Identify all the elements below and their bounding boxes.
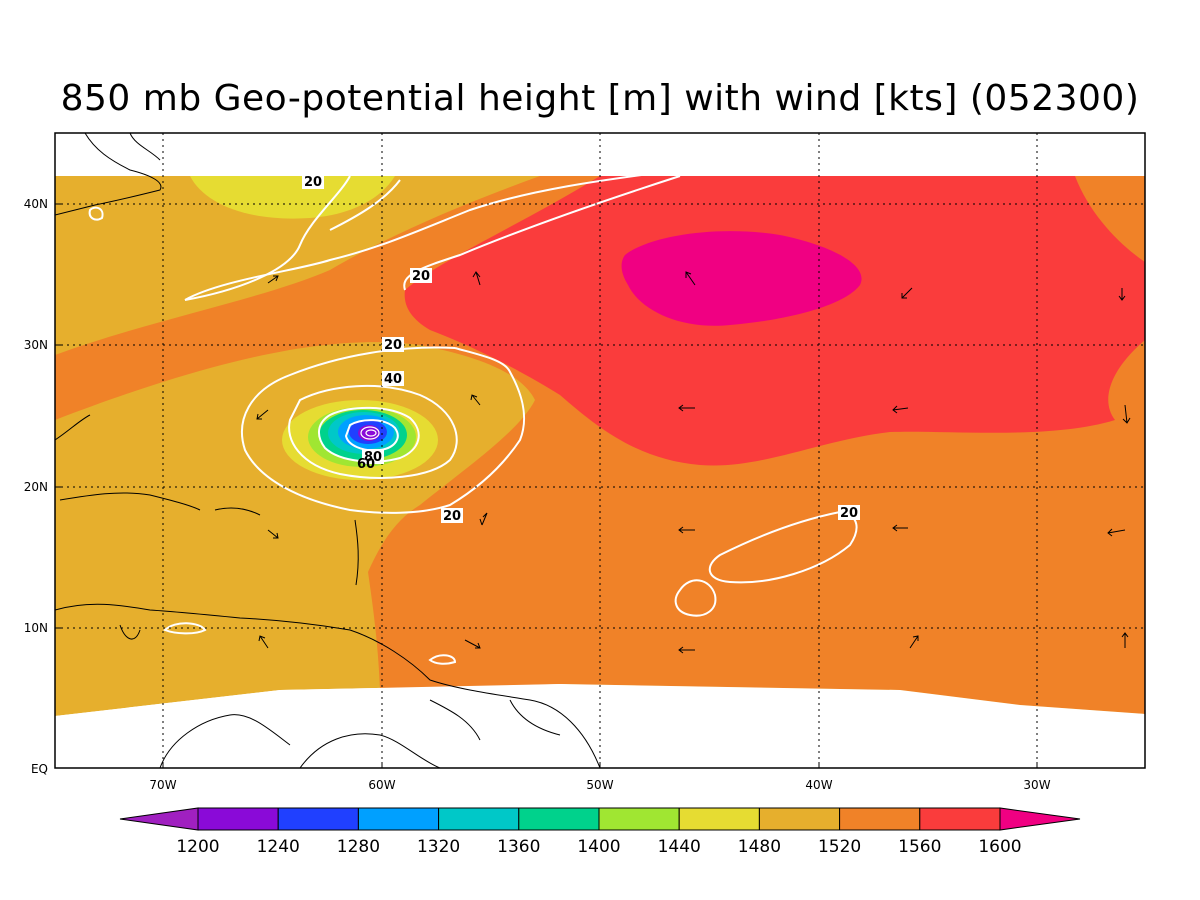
colorbar-swatch: [758, 807, 841, 831]
contour-label: 80: [364, 450, 382, 465]
lon-tick-label: 40W: [805, 778, 832, 792]
colorbar-swatch: [438, 807, 520, 831]
colorbar-level-label: 1360: [497, 837, 540, 857]
colorbar-level-label: 1560: [898, 837, 941, 857]
colorbar-level-label: 1520: [818, 837, 861, 857]
lat-tick-label: 30N: [24, 338, 48, 352]
colorbar: 1200 1240 1280 1320 1360 1400 1440 1480 1520 1560…: [119, 807, 1081, 857]
field-1600: [404, 176, 1145, 466]
lat-tick-label: 10N: [24, 621, 48, 635]
map-title: 850 mb Geo-potential height [m] with win…: [60, 78, 1140, 119]
lon-tick-label: 70W: [149, 778, 176, 792]
colorbar-swatch: [357, 807, 440, 831]
colorbar-level-label: 1280: [337, 837, 380, 857]
colorbar-swatch: [598, 807, 680, 831]
colorbar-level-label: 1440: [658, 837, 701, 857]
colorbar-level-label: 1240: [257, 837, 300, 857]
lat-tick-label: 40N: [24, 197, 48, 211]
colorbar-swatch: [839, 807, 921, 831]
contour-label: 40: [384, 372, 402, 387]
contour-label: 20: [384, 338, 402, 353]
contour-label: 20: [840, 506, 858, 521]
colorbar-swatch: [919, 807, 1001, 831]
colorbar-underflow-triangle: [119, 807, 199, 831]
lat-tick-label: EQ: [31, 762, 48, 776]
colorbar-swatch: [197, 807, 279, 831]
no-data-south: [55, 684, 1145, 768]
grid-lines: [55, 133, 1145, 768]
coastlines: [55, 133, 601, 768]
colorbar-level-label: 1600: [978, 837, 1021, 857]
lon-tick-label: 50W: [586, 778, 613, 792]
lon-tick-label: 60W: [368, 778, 395, 792]
contour-label: 20: [443, 509, 461, 524]
lon-tick-label: 30W: [1023, 778, 1050, 792]
colorbar-level-label: 1320: [417, 837, 460, 857]
colorbar-swatch: [678, 807, 760, 831]
contour-label: 60: [357, 457, 375, 472]
contour-label: 20: [412, 269, 430, 284]
field-1640: [621, 231, 862, 326]
colorbar-level-label: 1200: [176, 837, 219, 857]
axis-ticks: [55, 203, 1038, 768]
colorbar-overflow-triangle: [999, 807, 1081, 831]
colorbar-swatch: [518, 807, 600, 831]
colorbar-swatch: [277, 807, 359, 831]
colorbar-level-label: 1400: [577, 837, 620, 857]
contour-label: 20: [304, 175, 322, 190]
colorbar-level-label: 1480: [738, 837, 781, 857]
cyclone-center: [360, 426, 380, 440]
contour-labels: 20 20 20 40 80 60 20 20: [302, 174, 860, 524]
wind-vectors: [256, 271, 1131, 654]
lat-tick-label: 20N: [24, 480, 48, 494]
